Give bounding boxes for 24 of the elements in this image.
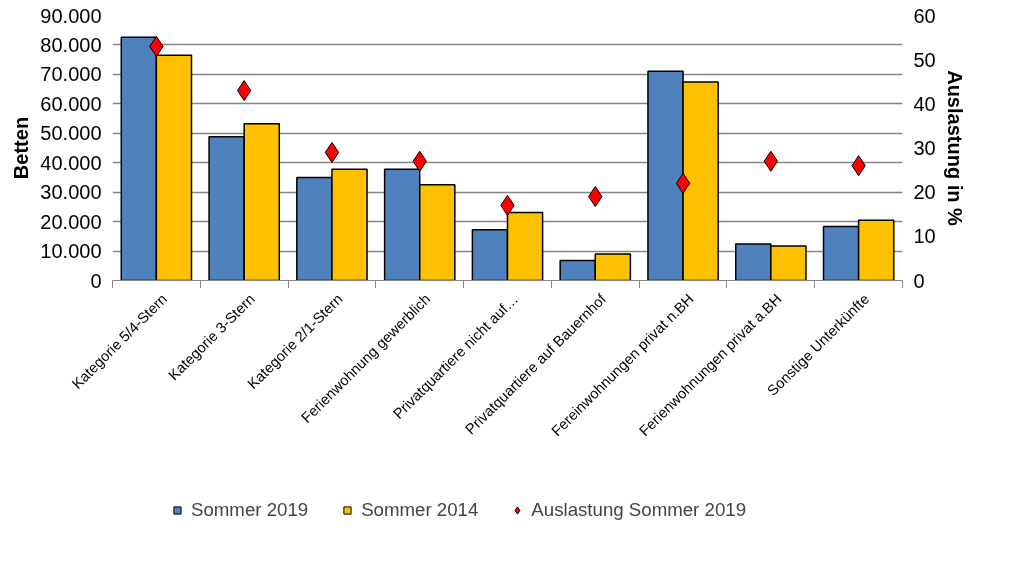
y-tick-label: 30.000 <box>40 181 102 204</box>
point <box>324 141 340 163</box>
y2-tick-label: 10 <box>913 225 936 248</box>
y-tick-label: 10.000 <box>40 240 102 263</box>
y-tick-label: 40.000 <box>40 151 102 174</box>
y-tick-label: 90.000 <box>40 4 102 27</box>
y2-tick-label: 60 <box>913 4 936 27</box>
legend-label: Sommer 2019 <box>190 499 309 521</box>
y2-tick-label: 40 <box>913 92 936 115</box>
y2-tick-label: 0 <box>913 269 925 292</box>
legend-label: Sommer 2014 <box>361 499 479 521</box>
y2-tick-label: 50 <box>913 48 936 71</box>
y2-tick-label: 20 <box>913 181 936 204</box>
y2-tick-label: 30 <box>913 137 936 159</box>
y-tick-label: 70.000 <box>40 63 102 86</box>
point <box>675 172 691 194</box>
y-tick-label: 80.000 <box>40 33 102 56</box>
y-tick-label: 0 <box>90 269 102 292</box>
legend-label: Auslastung Sommer 2019 <box>531 499 747 521</box>
y2-axis-title: Auslastung in % <box>943 70 966 226</box>
y-tick-label: 50.000 <box>40 122 102 145</box>
y-axis-title: Betten <box>10 116 33 180</box>
y-tick-label: 60.000 <box>40 92 102 115</box>
y-tick-label: 20.000 <box>40 210 102 233</box>
